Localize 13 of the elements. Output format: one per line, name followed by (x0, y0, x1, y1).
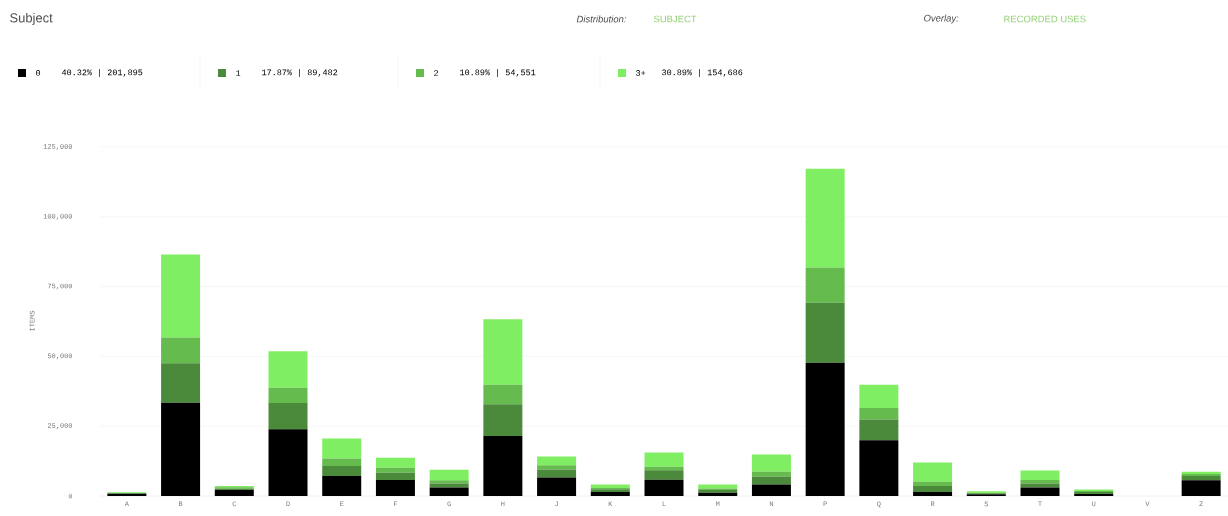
legend-label: 3+ (636, 70, 646, 76)
text: 10.89% | 54,551 (460, 69, 536, 77)
chart-title: Subject (10, 12, 53, 26)
legend-label: 2 (434, 70, 439, 76)
legend-label: 0 (36, 70, 41, 76)
text: Distribution: (576, 15, 627, 23)
text: RECORDED USES (1004, 15, 1086, 23)
text: SUBJECT (653, 15, 697, 23)
text: 17.87% | 89,482 (262, 69, 338, 77)
text: 30.89% | 154,686 (662, 69, 743, 77)
text: Overlay: (924, 14, 959, 24)
text: 40.32% | 201,895 (61, 69, 143, 77)
legend-label: 1 (236, 70, 241, 76)
